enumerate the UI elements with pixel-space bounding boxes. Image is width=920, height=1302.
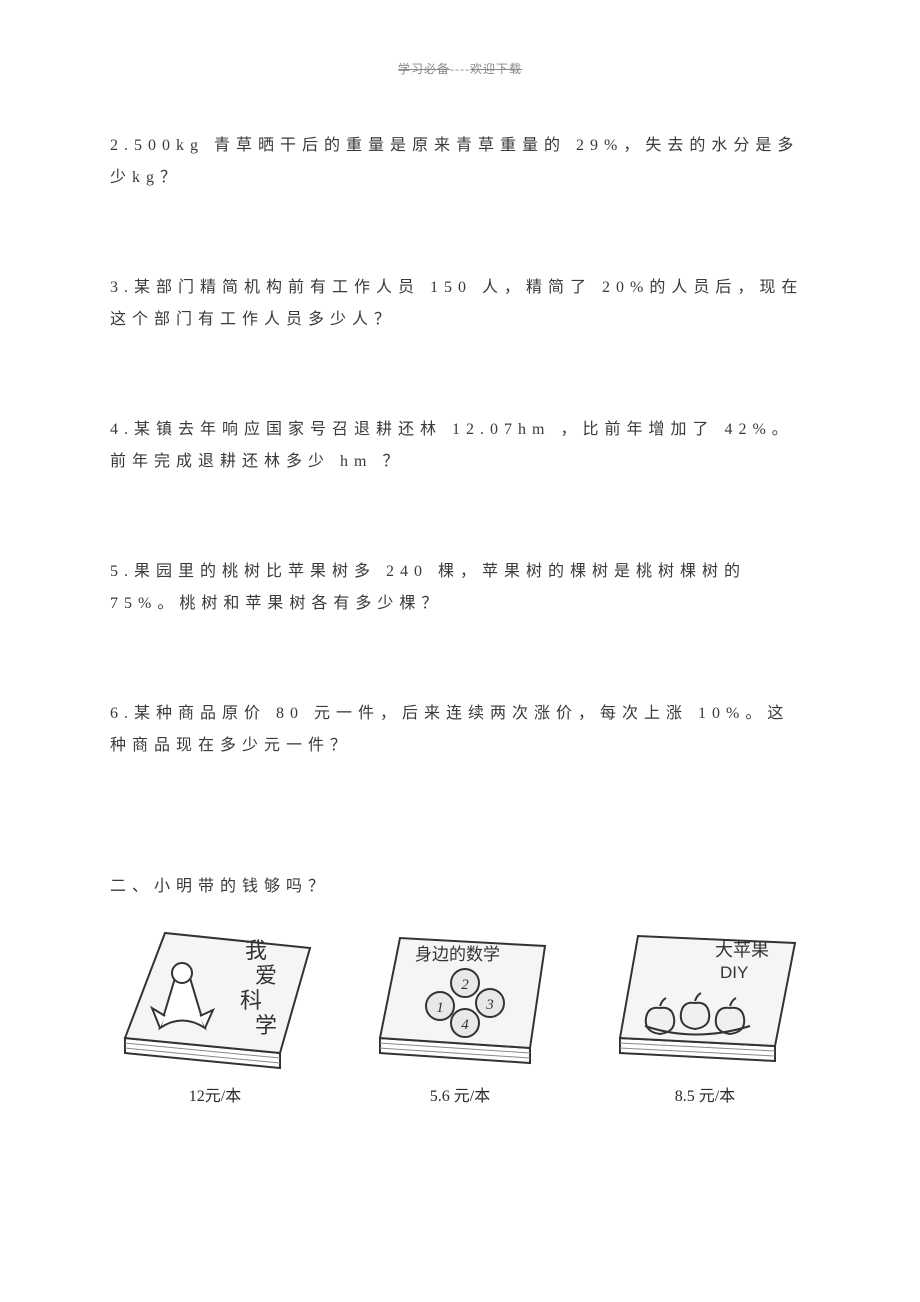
book3-illustration: 大苹果 DIY [600,908,810,1078]
book1-title-char1: 我 [245,938,267,963]
page-header: 学习必备----欢迎下载 [0,60,920,77]
page: 学习必备----欢迎下载 2.500kg 青草晒干后的重量是原来青草重量的 29… [0,0,920,1302]
book2-circle-4-label: 4 [461,1017,469,1033]
book1-illustration: 我 爱 科 学 [110,908,320,1078]
header-prefix: 学习必备 [398,62,450,76]
problem-6: 6.某种商品原价 80 元一件，后来连续两次涨价，每次上涨 10%。这种商品现在… [110,698,810,762]
book1-title-char3: 科 [240,988,262,1013]
book-item-3: 大苹果 DIY [600,908,810,1106]
header-separator: ---- [450,62,470,76]
section2-title: 二、小明带的钱够吗？ [110,872,810,896]
book-item-2: 身边的数学 2 1 3 4 5.6 元/本 [355,908,565,1106]
book1-title-char2: 爱 [255,963,277,988]
book2-circle-3-label: 3 [485,997,494,1013]
book1-title-char4: 学 [255,1013,277,1038]
books-row: 我 爱 科 学 12元/本 身边的数学 2 [110,908,810,1106]
book2-price: 5.6 元/本 [430,1082,490,1106]
book1-figure-head [172,963,192,983]
header-suffix: 欢迎下载 [470,62,522,76]
book2-circle-2-label: 2 [461,977,469,993]
book1-price: 12元/本 [189,1082,241,1106]
book2-illustration: 身边的数学 2 1 3 4 [355,908,565,1078]
problem-3: 3.某部门精简机构前有工作人员 150 人，精简了 20%的人员后，现在这个部门… [110,272,810,336]
problem-5: 5.果园里的桃树比苹果树多 240 棵，苹果树的棵树是桃树棵树的 75%。桃树和… [110,556,810,620]
problem-4: 4.某镇去年响应国家号召退耕还林 12.07hm ，比前年增加了 42%。前年完… [110,414,810,478]
book2-title: 身边的数学 [415,945,500,964]
book3-title-line2: DIY [720,963,748,982]
book1-cover [125,933,310,1053]
book2-circle-1-label: 1 [436,1000,444,1016]
book3-title-line1: 大苹果 [715,940,769,960]
book3-price: 8.5 元/本 [675,1082,735,1106]
book-item-1: 我 爱 科 学 12元/本 [110,908,320,1106]
problem-2: 2.500kg 青草晒干后的重量是原来青草重量的 29%，失去的水分是多少kg？ [110,130,810,194]
content-area: 2.500kg 青草晒干后的重量是原来青草重量的 29%，失去的水分是多少kg？… [110,130,810,1106]
